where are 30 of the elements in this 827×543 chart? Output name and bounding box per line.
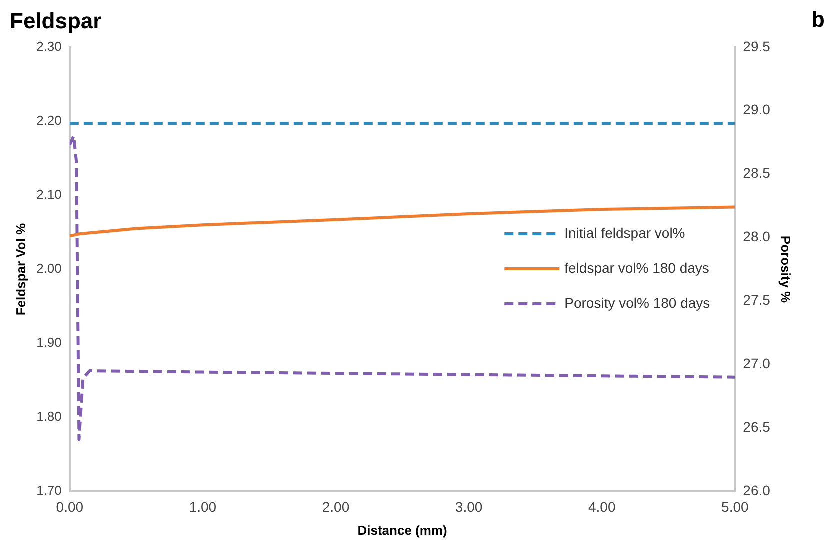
y2-tick-label: 28.5 xyxy=(743,165,771,182)
x-tick-label: 4.00 xyxy=(588,498,616,515)
y2-tick-label: 26.5 xyxy=(743,419,771,435)
x-tick-label: 5.00 xyxy=(722,498,749,515)
x-tick-label: 1.00 xyxy=(189,498,217,515)
y2-tick-label: 28.0 xyxy=(743,228,771,245)
y-tick-label: 2.20 xyxy=(36,113,62,128)
x-tick-label: 0.00 xyxy=(56,498,84,515)
y-tick-label: 2.30 xyxy=(36,38,62,54)
y2-tick-label: 29.5 xyxy=(743,38,771,54)
y2-tick-label: 29.0 xyxy=(743,102,771,118)
text: b xyxy=(812,7,825,32)
y2-axis-title: Porosity % xyxy=(778,236,794,304)
x-tick-label: 3.00 xyxy=(455,498,483,515)
line-series xyxy=(70,134,736,442)
y2-tick-label: 27.5 xyxy=(743,292,771,308)
legend-label: Initial feldspar vol% xyxy=(564,224,686,241)
y-tick-label: 1.80 xyxy=(36,409,62,424)
x-axis-title: Distance (mm) xyxy=(358,522,448,538)
chart-title: Feldspar xyxy=(10,8,102,34)
y-tick-label: 1.70 xyxy=(36,483,62,498)
y-axis-title: Feldspar Vol % xyxy=(13,222,28,316)
y-tick-label: 2.00 xyxy=(36,261,62,276)
y2-tick-label: 27.0 xyxy=(743,356,771,372)
legend-label: feldspar vol% 180 days xyxy=(564,260,710,276)
x-tick-label: 2.00 xyxy=(322,498,350,515)
legend-label: Porosity vol% 180 days xyxy=(564,294,710,311)
y-tick-label: 1.90 xyxy=(36,335,62,350)
y2-tick-label: 26.0 xyxy=(743,482,771,498)
y-tick-label: 2.10 xyxy=(36,187,62,202)
